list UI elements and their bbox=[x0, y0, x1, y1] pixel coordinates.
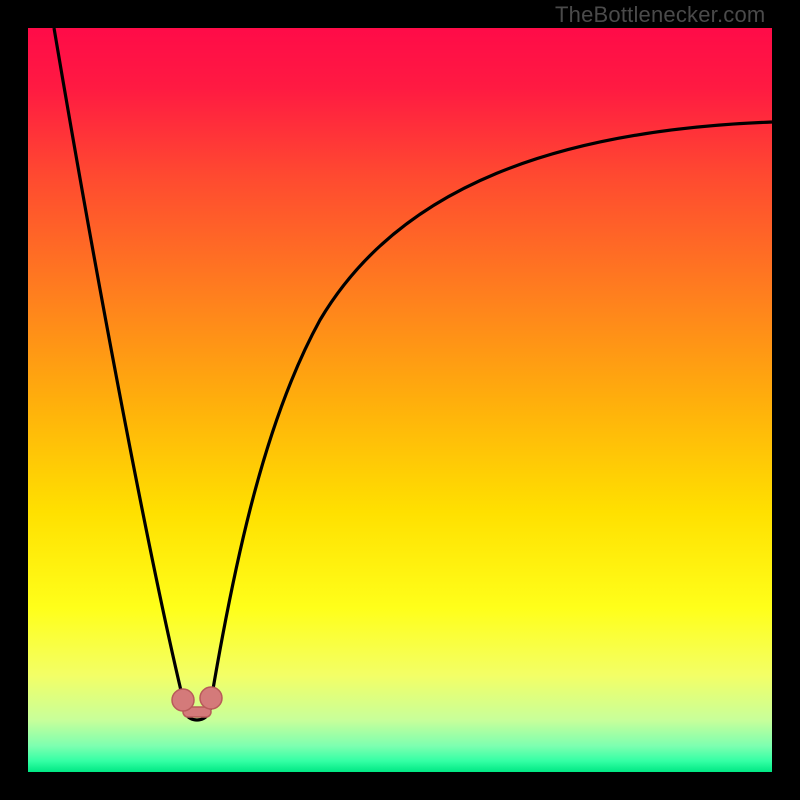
bottleneck-curve bbox=[54, 28, 772, 720]
valley-endpoint-right bbox=[200, 687, 222, 709]
valley-endpoint-left bbox=[172, 689, 194, 711]
bottleneck-curve-plot bbox=[0, 0, 800, 800]
watermark-text: TheBottlenecker.com bbox=[555, 2, 765, 28]
